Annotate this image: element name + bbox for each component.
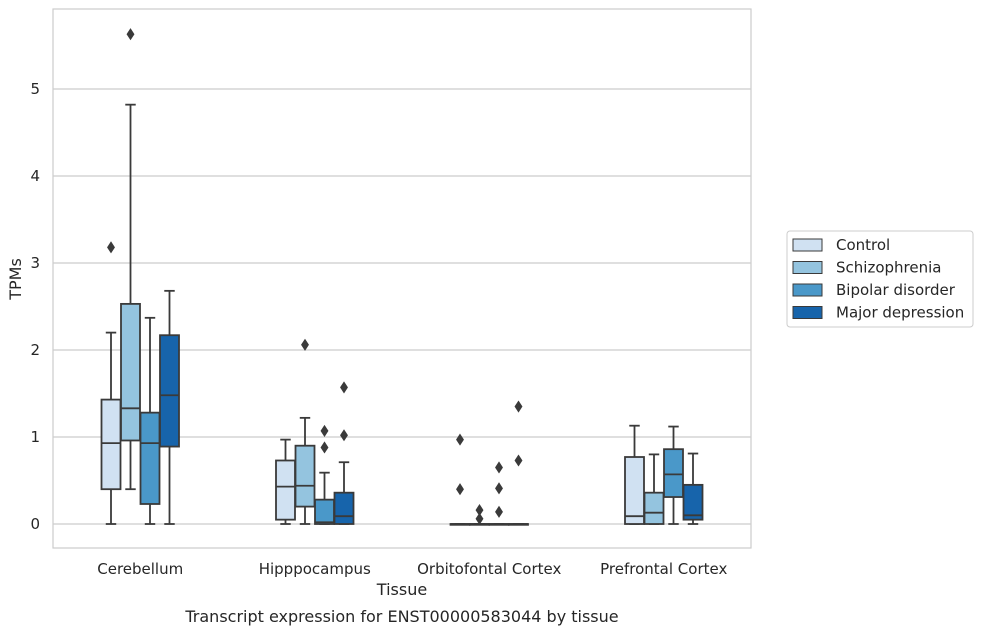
iqr-box xyxy=(314,498,335,525)
outlier-point xyxy=(456,433,464,446)
legend: Control Schizophrenia Bipolar disorder Majo… xyxy=(786,230,974,328)
legend-label: Schizophrenia xyxy=(836,259,941,277)
iqr-box xyxy=(333,491,355,525)
outlier-point xyxy=(495,482,503,495)
iqr-box xyxy=(159,334,180,448)
x-axis-title: Tissue xyxy=(376,580,427,599)
y-tick-label: 4 xyxy=(30,167,40,185)
legend-label: Major depression xyxy=(836,304,964,322)
figure-caption: Transcript expression for ENST0000058304… xyxy=(184,607,618,626)
outlier-point xyxy=(320,441,329,454)
y-tick-label: 2 xyxy=(30,341,40,359)
iqr-box xyxy=(275,459,296,521)
outlier-point xyxy=(340,429,348,442)
outlier-point xyxy=(320,424,329,437)
legend-frame xyxy=(786,230,974,328)
iqr-box xyxy=(643,491,665,525)
legend-swatch xyxy=(792,261,823,274)
legend-label: Control xyxy=(836,236,890,254)
x-tick-label: Prefrontal Cortex xyxy=(600,560,727,578)
plot-frame xyxy=(52,8,752,549)
legend-swatch xyxy=(792,238,823,252)
x-tick-label: Hipppocampus xyxy=(259,560,371,578)
box-major-depression xyxy=(508,400,529,526)
y-axis-title: TPMs xyxy=(6,258,25,301)
iqr-box xyxy=(100,398,122,491)
legend-swatch xyxy=(792,306,823,319)
iqr-box xyxy=(139,411,161,505)
iqr-box xyxy=(682,483,704,521)
box-layer xyxy=(100,28,704,526)
outlier-point xyxy=(495,461,503,474)
box-bipolar-disorder xyxy=(139,316,161,525)
iqr-box xyxy=(120,302,141,442)
legend-label: Bipolar disorder xyxy=(836,281,956,299)
legend-swatch xyxy=(792,283,823,297)
box-bipolar-disorder xyxy=(314,424,335,525)
iqr-box xyxy=(624,456,645,525)
box-bipolar-disorder xyxy=(488,461,510,526)
y-tick-label: 0 xyxy=(30,515,40,533)
outlier-point xyxy=(475,512,484,525)
box-major-depression xyxy=(333,381,355,525)
x-tick-label: Orbitofontal Cortex xyxy=(417,560,561,578)
box-major-depression xyxy=(159,289,180,525)
iqr-box xyxy=(294,444,316,508)
outlier-point xyxy=(126,28,135,41)
box-control xyxy=(624,424,645,525)
outlier-point xyxy=(514,400,523,413)
y-tick-label: 3 xyxy=(30,254,40,272)
box-bipolar-disorder xyxy=(663,425,684,525)
outlier-point xyxy=(340,381,348,394)
outlier-point xyxy=(301,338,309,351)
outlier-point xyxy=(107,241,115,254)
box-control xyxy=(449,433,471,526)
legend-items: Control Schizophrenia Bipolar disorder Majo… xyxy=(792,236,964,322)
box-control xyxy=(275,438,296,525)
outlier-point xyxy=(495,505,503,518)
y-tick-label: 5 xyxy=(30,80,40,98)
box-schizophrenia xyxy=(643,453,665,525)
box-schizophrenia xyxy=(294,338,316,525)
y-tick-label: 1 xyxy=(30,428,40,446)
box-schizophrenia xyxy=(120,28,141,491)
box-major-depression xyxy=(682,452,704,525)
x-tick-label: Cerebellum xyxy=(97,560,183,578)
box-schizophrenia xyxy=(469,504,490,526)
outlier-point xyxy=(514,454,523,467)
outlier-point xyxy=(456,483,464,496)
iqr-box xyxy=(663,448,684,498)
tick-labels: 0 1 2 3 4 5 Cerebellum Hipppocampus Orbitofontal… xyxy=(30,80,727,578)
box-control xyxy=(100,241,122,525)
